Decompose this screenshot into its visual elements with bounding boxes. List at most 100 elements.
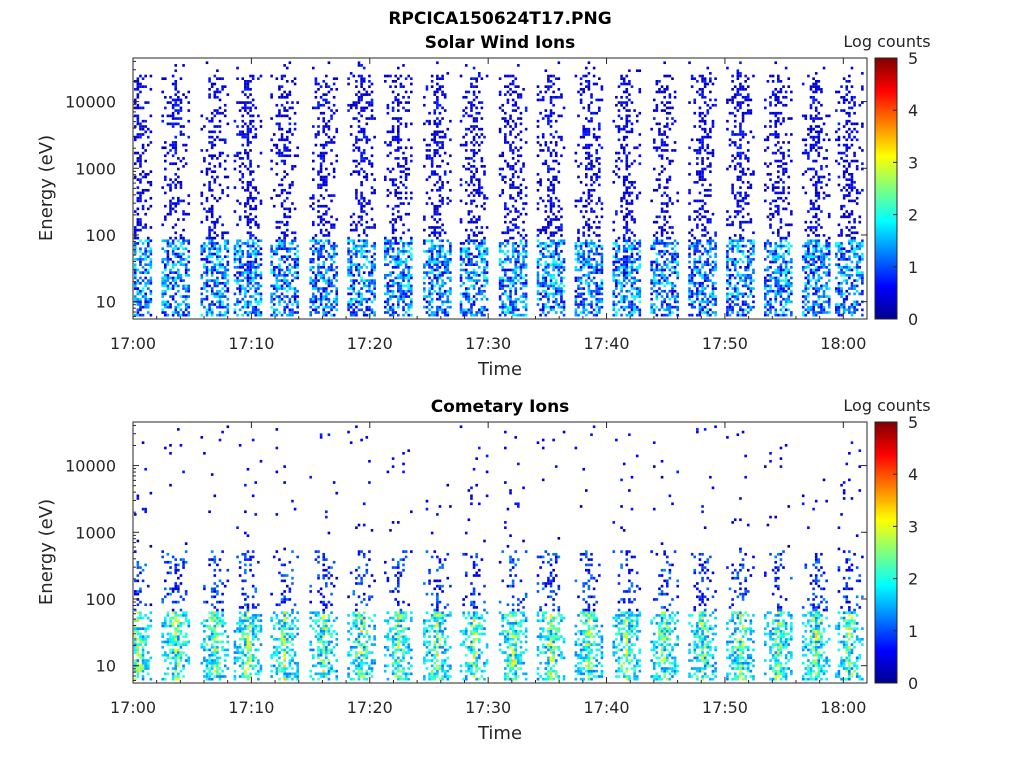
spectrogram-cell [612, 260, 616, 264]
spectrogram-cell [164, 313, 167, 317]
spectrogram-cell [436, 260, 439, 264]
spectrogram-cell [625, 167, 629, 171]
spectrogram-cell [319, 194, 323, 197]
spectrogram-cell [462, 165, 465, 168]
spectrogram-cell [501, 151, 505, 155]
spectrogram-cell [319, 244, 323, 248]
spectrogram-cell [236, 281, 239, 285]
spectrogram-cell [582, 308, 585, 312]
spectrogram-cell [625, 247, 629, 251]
spectrogram-cell [236, 125, 239, 128]
spectrogram-cell [246, 95, 250, 99]
spectrogram-cell [433, 207, 437, 211]
spectrogram-cell [625, 305, 629, 309]
spectrogram-cell [595, 135, 599, 139]
spectrogram-cell [251, 114, 255, 118]
spectrogram-cell [470, 178, 473, 181]
spectrogram-cell [600, 263, 604, 266]
spectrogram-cell [498, 276, 502, 280]
spectrogram-cell [554, 196, 558, 200]
spectrogram-cell [475, 260, 478, 264]
spectrogram-cell [600, 85, 604, 88]
spectrogram-cell [208, 255, 211, 259]
spectrogram-cell [620, 82, 623, 86]
spectrogram-cell [504, 175, 507, 179]
spectrogram-cell [221, 273, 224, 277]
spectrogram-cell [449, 188, 452, 192]
spectrogram-cell [238, 255, 242, 259]
spectrogram-cell [314, 234, 318, 237]
spectrogram-cell [368, 117, 371, 120]
spectrogram-cell [236, 287, 239, 290]
spectrogram-cell [511, 223, 515, 227]
spectrogram-cell [612, 292, 616, 296]
spectrogram-cell [438, 231, 442, 235]
spectrogram-cell [472, 119, 476, 123]
spectrogram-cell [552, 242, 555, 245]
spectrogram-cell [483, 242, 486, 245]
spectrogram-cell [319, 239, 323, 243]
spectrogram-cell [514, 276, 518, 280]
spectrogram-cell [319, 247, 323, 251]
spectrogram-cell [587, 133, 591, 136]
spectrogram-cell [477, 311, 481, 314]
spectrogram-cell [133, 135, 137, 139]
spectrogram-cell [587, 151, 591, 155]
spectrogram-cell [171, 247, 175, 251]
spectrogram-cell [330, 199, 333, 203]
spectrogram-cell [443, 109, 447, 112]
spectrogram-cell [226, 311, 230, 314]
spectrogram-cell [136, 151, 140, 155]
spectrogram-cell [582, 146, 585, 150]
spectrogram-cell [293, 263, 297, 266]
spectrogram-cell [425, 271, 429, 274]
spectrogram-cell [506, 101, 510, 104]
spectrogram-cell [213, 180, 217, 184]
spectrogram-cell [587, 284, 591, 288]
spectrogram-cell [275, 226, 279, 229]
spectrogram-cell [549, 223, 553, 227]
spectrogram-cell [241, 252, 245, 256]
spectrogram-cell [620, 258, 623, 261]
spectrogram-cell [330, 162, 333, 166]
spectrogram-cell [360, 95, 363, 99]
spectrogram-cell [504, 138, 507, 142]
spectrogram-cell [433, 289, 437, 293]
spectrogram-cell [552, 268, 555, 272]
spectrogram-cell [149, 260, 153, 264]
spectrogram-cell [514, 250, 518, 253]
spectrogram-cell [391, 138, 395, 142]
spectrogram-cell [625, 125, 629, 128]
spectrogram-cell [549, 281, 553, 285]
spectrogram-cell [628, 255, 631, 259]
spectrogram-cell [213, 284, 217, 288]
spectrogram-cell [472, 255, 476, 259]
spectrogram-cell [480, 204, 484, 208]
spectrogram-cell [164, 258, 167, 261]
spectrogram-cell [633, 279, 636, 282]
spectrogram-cell [472, 194, 476, 197]
spectrogram-cell [622, 273, 626, 277]
spectrogram-cell [658, 87, 661, 91]
spectrogram-cell [625, 109, 629, 112]
spectrogram-cell [218, 297, 222, 301]
spectrogram-cell [536, 98, 540, 102]
spectrogram-cell [506, 122, 510, 126]
spectrogram-cell [223, 311, 227, 314]
spectrogram-cell [660, 101, 664, 104]
spectrogram-cell [355, 170, 358, 174]
spectrogram-cell [549, 180, 553, 184]
spectrogram-cell [205, 311, 209, 314]
spectrogram-cell [660, 170, 664, 174]
spectrogram-cell [136, 133, 140, 136]
spectrogram-cell [514, 186, 518, 189]
spectrogram-cell [164, 77, 167, 81]
spectrogram-cell [203, 159, 206, 163]
spectrogram-cell [635, 196, 639, 200]
spectrogram-cell [164, 305, 167, 309]
spectrogram-cell [638, 311, 642, 314]
spectrogram-cell [210, 300, 214, 304]
spectrogram-cell [598, 199, 601, 203]
spectrogram-cell [625, 265, 629, 269]
spectrogram-cell [671, 295, 674, 298]
